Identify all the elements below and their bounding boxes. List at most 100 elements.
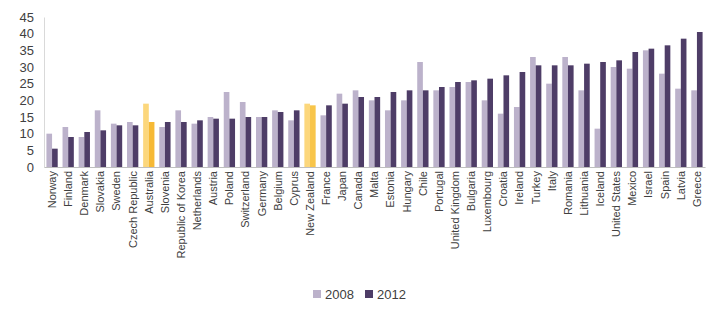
bar <box>262 117 268 167</box>
bar <box>175 110 181 167</box>
bar <box>600 62 606 167</box>
x-tick: Lithuania <box>578 170 590 216</box>
x-tick-label: Croatia <box>497 170 509 206</box>
x-tick: Bulgaria <box>465 170 477 211</box>
x-tick-label: Slovenia <box>159 170 171 213</box>
x-tick-label: Israel <box>642 171 654 198</box>
x-tick-label: Ireland <box>513 171 525 205</box>
x-tick: Greece <box>691 171 703 207</box>
x-tick: Finland <box>62 171 74 207</box>
bar <box>611 67 617 167</box>
bar <box>407 90 413 167</box>
x-tick-label: United Kingdom <box>449 171 461 249</box>
bar <box>627 69 633 167</box>
bar <box>546 84 552 167</box>
y-tick-label: 30 <box>20 60 34 75</box>
x-tick-label: Mexico <box>626 171 638 206</box>
bar <box>358 97 364 167</box>
bar <box>466 82 472 167</box>
bar <box>272 110 278 167</box>
bar <box>659 74 665 167</box>
bar <box>208 117 214 167</box>
bar <box>632 52 638 167</box>
y-tick-label: 40 <box>20 26 34 41</box>
bar <box>401 100 407 167</box>
x-tick: Israel <box>642 171 654 198</box>
bar <box>181 122 187 167</box>
bar <box>310 105 316 167</box>
x-tick-label: Estonia <box>384 170 396 208</box>
bar <box>224 92 230 167</box>
x-tick-label: Romania <box>562 170 574 215</box>
bar <box>294 110 300 167</box>
bar <box>471 80 477 167</box>
bar <box>455 82 461 167</box>
x-tick: Sweden <box>110 171 122 211</box>
y-tick: 0 <box>27 160 44 175</box>
x-tick: Latvia <box>675 170 687 200</box>
x-tick: Luxembourg <box>481 171 493 232</box>
y-tick-label: 25 <box>20 76 34 91</box>
x-tick-label: Canada <box>352 170 364 209</box>
x-tick: Estonia <box>384 170 396 208</box>
x-tick-label: Greece <box>691 171 703 207</box>
bar <box>246 117 252 167</box>
x-tick: Romania <box>562 170 574 215</box>
plot: 051015202530354045NorwayFinlandDenmarkSl… <box>20 10 706 259</box>
x-tick-label: Italy <box>546 171 558 192</box>
bar <box>52 149 58 167</box>
x-tick: Austria <box>207 170 219 205</box>
bar <box>68 137 74 167</box>
bar <box>514 107 520 167</box>
y-tick: 45 <box>20 10 44 25</box>
x-tick-label: Belgium <box>272 171 284 211</box>
y-tick: 30 <box>20 60 44 75</box>
bar <box>391 92 397 167</box>
bar <box>165 122 171 167</box>
bar <box>681 39 687 167</box>
bar <box>552 65 558 167</box>
bar <box>616 60 622 167</box>
bar <box>46 134 52 167</box>
x-tick-label: Portugal <box>433 171 445 212</box>
bar <box>353 90 359 167</box>
y-tick-label: 15 <box>20 110 34 125</box>
bar <box>482 100 488 167</box>
x-tick-label: Switzerland <box>239 171 251 228</box>
bar <box>439 87 445 167</box>
bar <box>433 90 439 167</box>
y-tick-label: 10 <box>20 126 34 141</box>
chart: 051015202530354045NorwayFinlandDenmarkSl… <box>0 0 713 320</box>
y-tick: 5 <box>27 143 44 158</box>
bar <box>111 124 117 167</box>
x-tick: Turkey <box>530 171 542 205</box>
x-tick-label: Denmark <box>78 171 90 216</box>
bar <box>337 94 343 167</box>
x-tick: Spain <box>659 171 671 199</box>
x-tick-label: Luxembourg <box>481 171 493 232</box>
x-tick: Mexico <box>626 171 638 206</box>
bar <box>95 110 101 167</box>
x-tick: Malta <box>368 170 380 198</box>
bar <box>256 117 262 167</box>
bar <box>584 64 590 167</box>
x-tick: Slovakia <box>94 170 106 212</box>
x-tick-label: Latvia <box>675 170 687 200</box>
bar <box>326 105 332 167</box>
x-tick: Italy <box>546 171 558 192</box>
bar <box>449 87 455 167</box>
x-tick: Switzerland <box>239 171 251 228</box>
bar <box>498 114 504 167</box>
x-tick-label: Cyprus <box>288 171 300 206</box>
x-tick-label: Iceland <box>594 171 606 206</box>
bar <box>423 90 429 167</box>
x-tick: Australia <box>143 170 155 214</box>
x-tick: Norway <box>46 171 58 209</box>
x-tick: Chile <box>417 171 429 196</box>
x-tick-label: Malta <box>368 170 380 198</box>
x-tick: United Kingdom <box>449 171 461 249</box>
bar <box>288 120 294 167</box>
x-tick-label: Germany <box>255 171 267 217</box>
legend-item: 2008 <box>313 287 354 302</box>
bar <box>100 130 106 167</box>
